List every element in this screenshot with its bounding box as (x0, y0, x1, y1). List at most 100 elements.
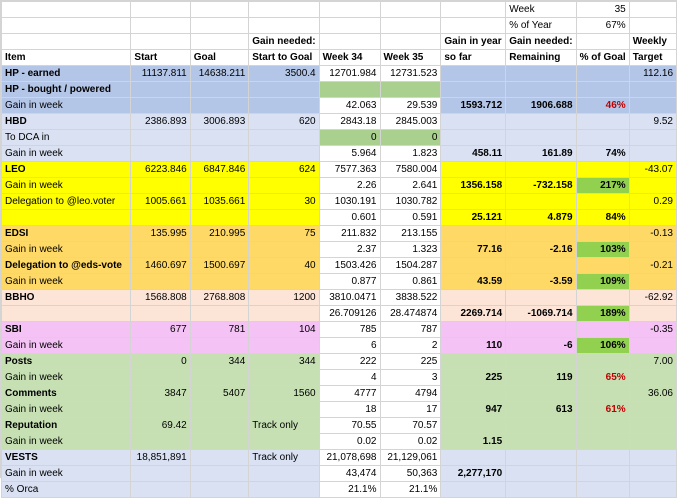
cell-week35[interactable]: 2.641 (379, 177, 442, 194)
cell-weekly-target[interactable] (628, 417, 677, 434)
cell-item[interactable]: BBHO (0, 289, 132, 306)
cell-gain-year[interactable] (440, 193, 507, 210)
cell-week35[interactable]: 0.591 (379, 209, 442, 226)
cell-gain-needed[interactable]: 624 (248, 161, 320, 178)
cell-gain-remaining[interactable] (505, 321, 577, 338)
cell-item[interactable]: % Orca (0, 481, 132, 498)
cell-week35[interactable]: 1030.782 (379, 193, 442, 210)
col-pct-goal[interactable]: % of Goal (575, 49, 630, 66)
cell-pct-goal[interactable]: 46% (575, 97, 630, 114)
cell-start[interactable] (130, 401, 191, 418)
cell-pct-goal[interactable] (575, 113, 630, 130)
cell-start[interactable]: 11137.811 (130, 65, 191, 82)
cell-goal[interactable] (189, 97, 250, 114)
cell-gain-year[interactable]: 1.15 (440, 433, 507, 450)
cell-weekly-target[interactable]: 9.52 (628, 113, 677, 130)
cell-week35[interactable]: 12731.523 (379, 65, 442, 82)
cell-week35[interactable]: 70.57 (379, 417, 442, 434)
cell-item[interactable]: Gain in week (0, 433, 132, 450)
col-gain-needed-1[interactable]: Gain needed: (248, 33, 320, 50)
cell-gain-remaining[interactable]: -1069.714 (505, 305, 577, 322)
cell-goal[interactable] (189, 145, 250, 162)
col-gain-year-2[interactable]: so far (440, 49, 507, 66)
cell-pct-goal[interactable]: 84% (575, 209, 630, 226)
cell-pct-goal[interactable]: 106% (575, 337, 630, 354)
cell-weekly-target[interactable] (628, 241, 677, 258)
cell-gain-remaining[interactable] (505, 449, 577, 466)
pct-year-label[interactable]: % of Year (505, 17, 577, 34)
cell-gain-year[interactable]: 25.121 (440, 209, 507, 226)
cell-item[interactable]: LEO (0, 161, 132, 178)
cell-gain-needed[interactable] (248, 369, 320, 386)
cell-gain-year[interactable]: 43.59 (440, 273, 507, 290)
cell-week34[interactable]: 7577.363 (318, 161, 381, 178)
cell-gain-year[interactable] (440, 321, 507, 338)
cell-goal[interactable] (189, 273, 250, 290)
cell-pct-goal[interactable] (575, 321, 630, 338)
cell-goal[interactable]: 3006.893 (189, 113, 250, 130)
cell-goal[interactable] (189, 81, 250, 98)
cell-goal[interactable]: 1500.697 (189, 257, 250, 274)
cell-goal[interactable] (189, 433, 250, 450)
cell-gain-remaining[interactable]: 119 (505, 369, 577, 386)
cell-gain-year[interactable] (440, 113, 507, 130)
cell-gain-year[interactable]: 110 (440, 337, 507, 354)
cell-weekly-target[interactable]: 112.16 (628, 65, 677, 82)
col-gain-needed-2[interactable]: Start to Goal (248, 49, 320, 66)
cell-start[interactable] (130, 129, 191, 146)
cell-gain-remaining[interactable] (505, 129, 577, 146)
cell-pct-goal[interactable] (575, 465, 630, 482)
week-value[interactable]: 35 (575, 1, 630, 18)
cell-goal[interactable] (189, 401, 250, 418)
cell-pct-goal[interactable] (575, 353, 630, 370)
cell-gain-remaining[interactable]: -2.16 (505, 241, 577, 258)
col-week35[interactable]: Week 35 (379, 49, 442, 66)
cell-gain-year[interactable] (440, 417, 507, 434)
cell-gain-needed[interactable] (248, 145, 320, 162)
cell-week34[interactable]: 21.1% (318, 481, 381, 498)
cell-gain-remaining[interactable]: -3.59 (505, 273, 577, 290)
cell-gain-year[interactable]: 947 (440, 401, 507, 418)
cell-gain-needed[interactable] (248, 241, 320, 258)
cell-pct-goal[interactable]: 109% (575, 273, 630, 290)
cell-gain-year[interactable] (440, 481, 507, 498)
cell-gain-needed[interactable]: 75 (248, 225, 320, 242)
cell-week34[interactable]: 2843.18 (318, 113, 381, 130)
cell-pct-goal[interactable] (575, 417, 630, 434)
cell-weekly-target[interactable]: -0.13 (628, 225, 677, 242)
cell-gain-year[interactable] (440, 161, 507, 178)
cell-gain-year[interactable] (440, 353, 507, 370)
cell-start[interactable]: 1460.697 (130, 257, 191, 274)
cell-week35[interactable]: 787 (379, 321, 442, 338)
cell-item[interactable]: Gain in week (0, 241, 132, 258)
cell-goal[interactable] (189, 369, 250, 386)
cell-weekly-target[interactable] (628, 273, 677, 290)
cell-gain-remaining[interactable] (505, 353, 577, 370)
cell-weekly-target[interactable] (628, 449, 677, 466)
col-start[interactable]: Start (130, 49, 191, 66)
cell-week34[interactable]: 18 (318, 401, 381, 418)
cell-gain-needed[interactable]: 1200 (248, 289, 320, 306)
cell-week34[interactable]: 2.37 (318, 241, 381, 258)
cell-start[interactable] (130, 177, 191, 194)
cell-start[interactable] (130, 369, 191, 386)
cell-weekly-target[interactable] (628, 481, 677, 498)
cell-week35[interactable]: 0.861 (379, 273, 442, 290)
cell-gain-needed[interactable]: 344 (248, 353, 320, 370)
cell-gain-needed[interactable] (248, 433, 320, 450)
cell-pct-goal[interactable] (575, 65, 630, 82)
cell-gain-needed[interactable]: 1560 (248, 385, 320, 402)
cell-goal[interactable] (189, 449, 250, 466)
cell-week34[interactable]: 26.709126 (318, 305, 381, 322)
cell-gain-remaining[interactable] (505, 161, 577, 178)
cell-week34[interactable]: 785 (318, 321, 381, 338)
cell-pct-goal[interactable] (575, 161, 630, 178)
cell-pct-goal[interactable] (575, 81, 630, 98)
col-weekly-2[interactable]: Target (628, 49, 677, 66)
cell-start[interactable]: 3847 (130, 385, 191, 402)
cell-goal[interactable] (189, 305, 250, 322)
cell-item[interactable]: Gain in week (0, 369, 132, 386)
cell-item[interactable] (0, 305, 132, 322)
cell-start[interactable] (130, 433, 191, 450)
cell-weekly-target[interactable] (628, 433, 677, 450)
